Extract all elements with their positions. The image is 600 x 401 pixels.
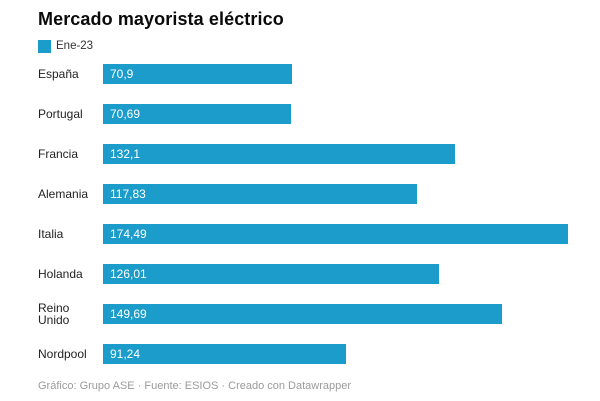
legend-label: Ene-23 — [56, 40, 94, 52]
bar-value-label: 174,49 — [110, 226, 147, 241]
bar-value-label: 70,9 — [110, 66, 134, 81]
bar-value-label: 117,83 — [110, 186, 146, 201]
legend: Ene-23 — [38, 39, 568, 53]
bar: 149,69 — [103, 303, 502, 324]
bar-row: Portugal 70,69 — [38, 103, 568, 124]
bar-chart: España 70,9 Portugal 70,69 Francia 132,1 Alema… — [38, 63, 568, 364]
bar-track: 91,24 — [103, 343, 568, 364]
bar-row: Holanda 126,01 — [38, 263, 568, 284]
bar-value-label: 126,01 — [110, 266, 147, 281]
legend-swatch — [38, 39, 51, 53]
bar: 70,69 — [103, 103, 292, 124]
bar: 132,1 — [103, 143, 456, 164]
category-label: Portugal — [38, 106, 83, 121]
bar-track: 117,83 — [103, 183, 568, 204]
bar: 91,24 — [103, 343, 347, 364]
bar-value-label: 132,1 — [110, 146, 141, 161]
category-label: Reino Unido — [38, 300, 70, 327]
bar: 126,01 — [103, 263, 439, 284]
bar-track: 70,9 — [103, 63, 568, 84]
category-label: Holanda — [38, 266, 83, 281]
bar-row: Reino Unido 149,69 — [38, 300, 568, 327]
bar-row: Francia 132,1 — [38, 143, 568, 164]
category-label: Alemania — [38, 186, 89, 201]
bar-track: 149,69 — [103, 303, 568, 324]
bar-track: 174,49 — [103, 223, 568, 244]
bar: 117,83 — [103, 183, 417, 204]
category-label: Francia — [38, 146, 79, 161]
bar-track: 126,01 — [103, 263, 568, 284]
bar-value-label: 70,69 — [110, 106, 141, 121]
bar-track: 132,1 — [103, 143, 568, 164]
bar-row: Italia 174,49 — [38, 223, 568, 244]
chart-title: Mercado mayorista eléctrico — [38, 9, 284, 29]
bar-value-label: 149,69 — [110, 306, 147, 321]
category-label: España — [38, 66, 79, 81]
bar: 70,9 — [103, 63, 292, 84]
bar-row: Nordpool 91,24 — [38, 343, 568, 364]
bar-value-label: 91,24 — [110, 346, 141, 361]
bar-row: Alemania 117,83 — [38, 183, 568, 204]
bar-track: 70,69 — [103, 103, 568, 124]
category-label: Nordpool — [38, 346, 87, 361]
bar-row: España 70,9 — [38, 63, 568, 84]
attribution-footer: Gráfico: Grupo ASE · Fuente: ESIOS · Cre… — [38, 380, 352, 392]
bar: 174,49 — [103, 223, 568, 244]
category-label: Italia — [38, 226, 64, 241]
